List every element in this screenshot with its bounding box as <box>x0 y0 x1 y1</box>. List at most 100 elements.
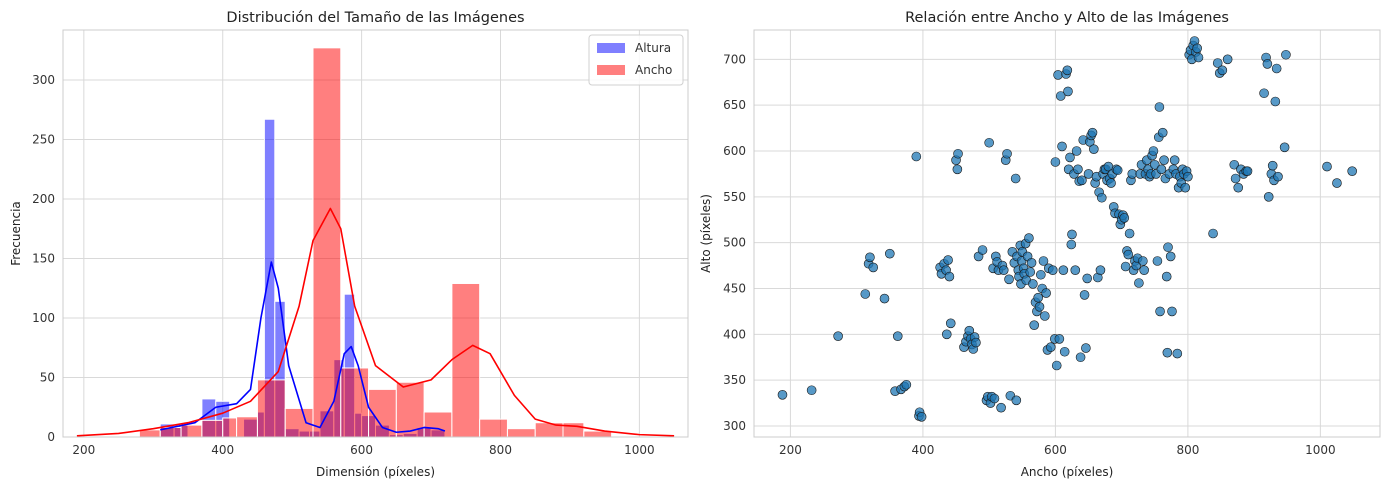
scatter-point <box>1152 256 1163 266</box>
scatter-point <box>1192 43 1202 54</box>
scatter-point <box>1075 352 1086 363</box>
scatter-point <box>1347 166 1357 176</box>
scatter-point <box>1071 146 1082 156</box>
scatter-point <box>1193 52 1204 63</box>
scatter-point <box>1058 265 1069 275</box>
scatter-point <box>1149 159 1160 170</box>
histogram-bar <box>201 419 224 438</box>
histogram-bar <box>451 282 481 438</box>
scatter-point <box>944 271 955 282</box>
scatter-point <box>1154 102 1165 112</box>
scatter-point <box>868 262 879 273</box>
y-tick-label: 450 <box>723 282 746 296</box>
scatter-point <box>777 390 788 400</box>
kde-line-altura <box>160 261 446 434</box>
histogram-bar <box>479 418 508 438</box>
histogram-chart: 200 400 600 800 1000 0 50 100 150 200 250 300 Distri… <box>9 10 689 479</box>
scatter-point <box>1161 271 1172 282</box>
scatter-points <box>777 36 1357 422</box>
chart-title: Relación entre Ancho y Alto de las Imáge… <box>905 10 1229 26</box>
scatter-point <box>1004 274 1014 285</box>
scatter-point <box>1165 251 1176 262</box>
y-tick-label: 500 <box>723 236 746 250</box>
scatter-point <box>1095 265 1106 275</box>
scatter-point <box>977 245 988 255</box>
scatter-point <box>1065 152 1075 163</box>
scatter-point <box>989 393 1000 404</box>
scatter-point <box>1208 228 1218 239</box>
scatter-point <box>1033 292 1043 303</box>
scatter-point <box>1062 65 1073 76</box>
scatter-point <box>1011 395 1022 406</box>
x-tick-label: 400 <box>211 443 234 457</box>
scatter-point <box>1156 164 1167 175</box>
x-axis-label: Ancho (píxeles) <box>1021 465 1114 479</box>
histogram-bar <box>562 422 585 438</box>
scatter-point <box>1087 127 1098 138</box>
y-tick-label: 600 <box>723 144 746 158</box>
scatter-point <box>998 265 1009 275</box>
scatter-point <box>1053 70 1063 80</box>
scatter-point <box>1124 228 1135 239</box>
scatter-point <box>1163 242 1173 253</box>
x-tick-label: 1000 <box>624 443 655 457</box>
y-tick-label: 350 <box>723 373 746 387</box>
scatter-point <box>1157 127 1168 138</box>
x-tick-label: 400 <box>911 443 934 457</box>
scatter-point <box>1024 233 1034 243</box>
histogram-bar <box>284 407 314 438</box>
y-tick-label: 50 <box>40 370 55 384</box>
chart-title: Distribución del Tamaño de las Imágenes <box>226 10 524 26</box>
y-tick-label: 650 <box>723 98 746 112</box>
scatter-point <box>1055 91 1066 101</box>
scatter-point <box>1242 166 1253 176</box>
scatter-point <box>1047 265 1058 275</box>
scatter-point <box>1077 175 1087 186</box>
scatter-chart: 200 400 600 800 1000 300 350 400 450 500 550 600 650… <box>699 10 1381 479</box>
scatter-point <box>1169 155 1180 165</box>
y-tick-label: 250 <box>32 132 55 146</box>
scatter-point <box>953 148 963 159</box>
scatter-point <box>1123 249 1134 260</box>
scatter-point <box>879 293 890 304</box>
series-ancho-bars <box>138 47 613 438</box>
scatter-point <box>860 289 871 299</box>
scatter-point <box>1010 173 1021 184</box>
x-tick-label: 200 <box>72 443 95 457</box>
scatter-point <box>865 252 875 263</box>
legend-entry-label: Altura <box>635 41 671 55</box>
histogram-bar <box>312 47 342 438</box>
scatter-point <box>1138 256 1148 266</box>
scatter-point <box>1167 306 1177 317</box>
scatter-point <box>1034 302 1045 312</box>
scatter-point <box>971 337 981 348</box>
scatter-point <box>1054 334 1065 344</box>
histogram-bar <box>340 367 370 438</box>
plot-area <box>63 30 688 437</box>
scatter-point <box>1070 265 1081 275</box>
scatter-point <box>1217 65 1228 76</box>
scatter-point <box>1281 49 1291 60</box>
plot-border <box>753 29 1381 438</box>
histogram-bar <box>236 416 258 438</box>
scatter-point <box>1089 144 1099 154</box>
scatter-point <box>1045 342 1056 352</box>
x-axis-label: Dimensión (píxeles) <box>316 465 435 479</box>
scatter-point <box>1057 141 1067 152</box>
scatter-point <box>1079 290 1090 300</box>
scatter-point <box>1322 161 1332 172</box>
scatter-point <box>984 137 994 148</box>
legend: Altura Ancho <box>588 34 684 86</box>
scatter-point <box>1263 192 1274 202</box>
scatter-point <box>1279 142 1290 153</box>
x-tick-label: 1000 <box>1305 443 1336 457</box>
scatter-point <box>1112 165 1123 176</box>
scatter-point <box>1041 288 1051 298</box>
scatter-point <box>1162 347 1173 358</box>
scatter-point <box>1332 178 1342 188</box>
scatter-point <box>1082 273 1092 284</box>
scatter-point <box>1059 346 1070 357</box>
histogram-bar <box>423 411 453 438</box>
scatter-point <box>1119 213 1130 223</box>
scatter-point <box>1002 148 1012 159</box>
